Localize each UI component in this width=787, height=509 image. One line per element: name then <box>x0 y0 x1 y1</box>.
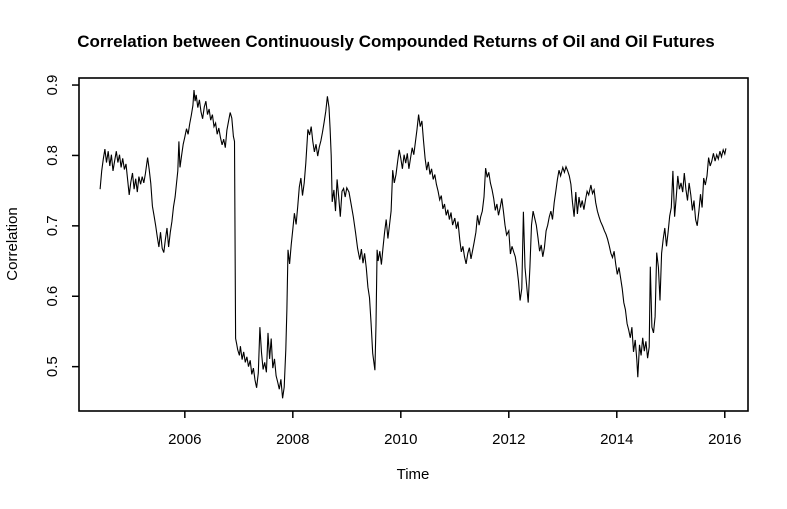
y-axis-ticks: 0.5 0.6 0.7 0.8 0.9 <box>44 75 79 377</box>
x-tick-label: 2008 <box>276 431 309 448</box>
y-tick-label: 0.6 <box>44 286 61 307</box>
x-axis-label: Time <box>397 466 430 483</box>
y-tick-label: 0.7 <box>44 215 61 236</box>
x-tick-label: 2006 <box>168 431 201 448</box>
y-axis-label: Correlation <box>4 207 21 280</box>
plot-box-border <box>78 77 749 412</box>
x-tick-label: 2014 <box>600 431 633 448</box>
chart-title: Correlation between Continuously Compoun… <box>77 32 715 51</box>
x-tick-label: 2010 <box>384 431 417 448</box>
correlation-series-line <box>99 89 727 399</box>
y-tick-label: 0.5 <box>44 356 61 377</box>
y-tick-label: 0.9 <box>44 75 61 96</box>
y-tick-label: 0.8 <box>44 145 61 166</box>
x-axis-ticks: 2006 2008 2010 2012 2014 2016 <box>168 411 741 448</box>
x-tick-label: 2016 <box>708 431 741 448</box>
x-tick-label: 2012 <box>492 431 525 448</box>
